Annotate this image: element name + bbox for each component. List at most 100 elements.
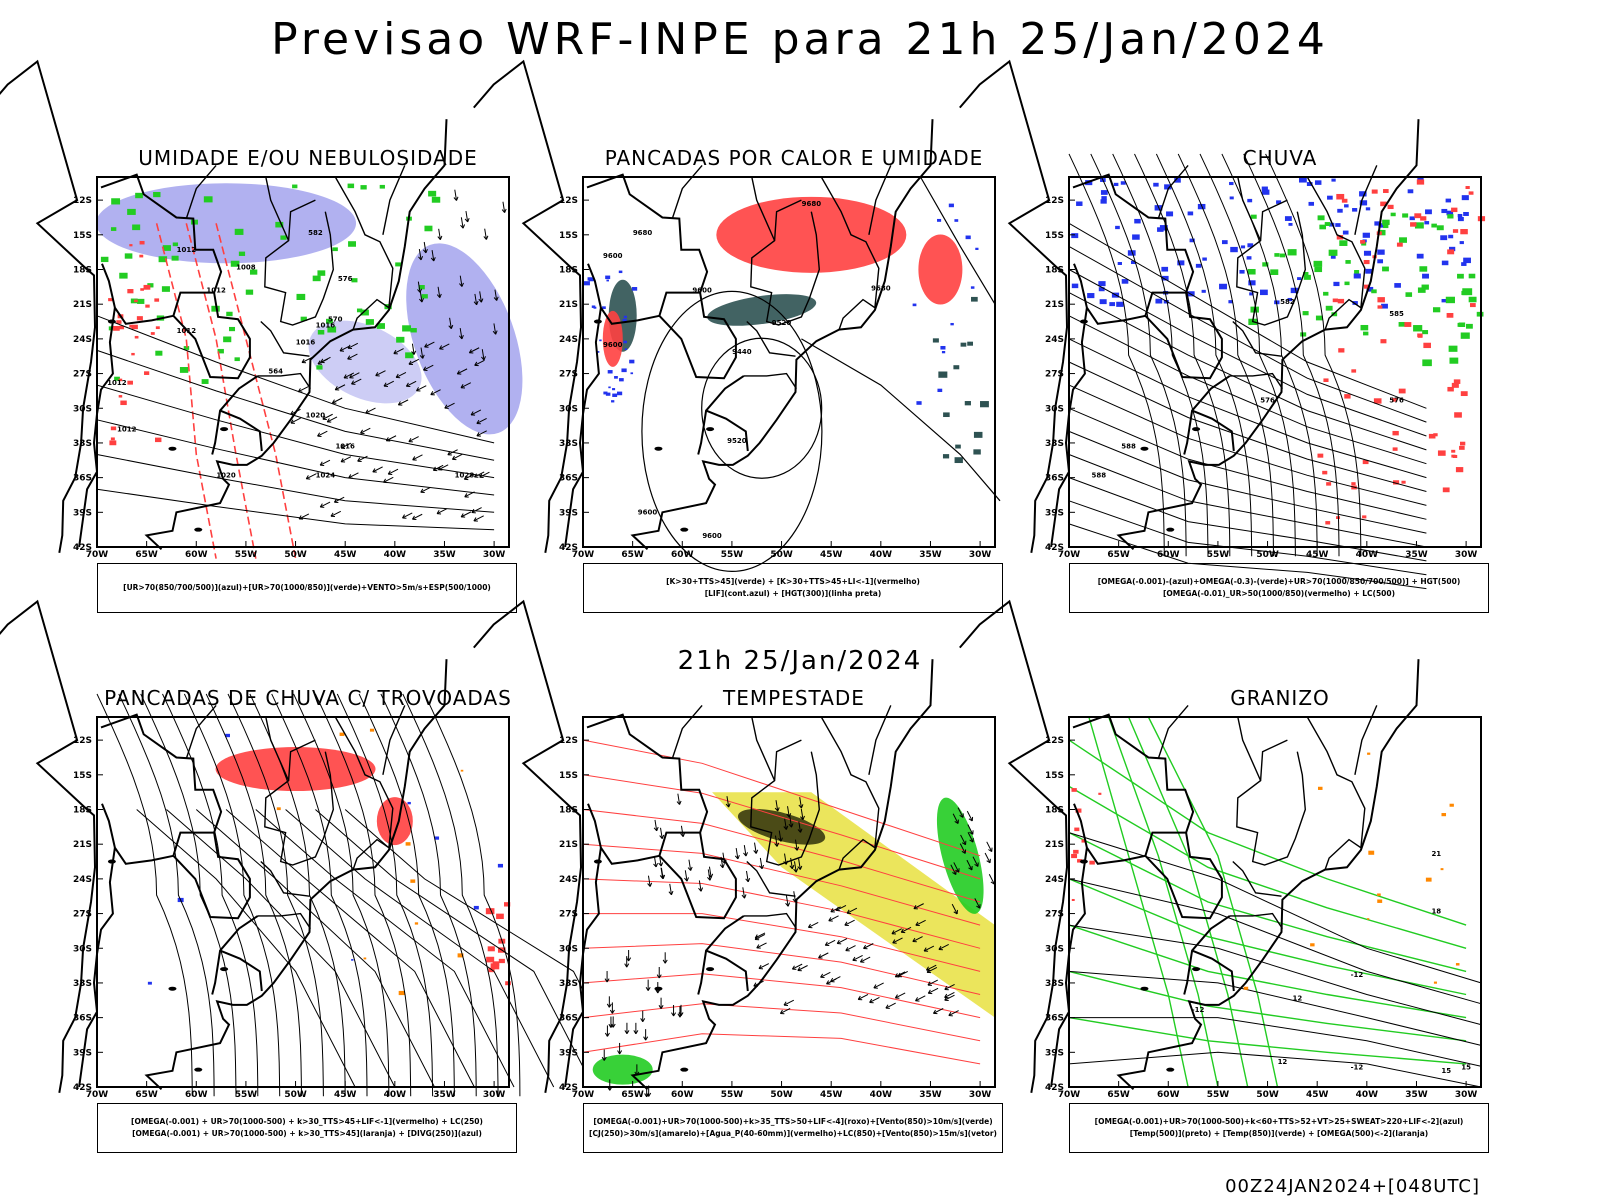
wind-vector-head (326, 418, 332, 423)
wind-vector (913, 903, 924, 910)
omega-green-area (1345, 260, 1351, 264)
lif-blue-contour (605, 392, 611, 396)
omega-blue-area (1229, 181, 1234, 186)
contour-label: 9600 (638, 509, 658, 517)
wind-vector-head (719, 863, 725, 869)
lon-label: 70W (572, 1090, 595, 1100)
omega-green-area (1402, 213, 1409, 218)
precip-red-patch (1351, 369, 1357, 373)
wind-vector (502, 201, 506, 213)
wind-vector-head (424, 343, 429, 348)
wind-vector (460, 217, 464, 229)
wind-vector (792, 963, 803, 970)
streamline (195, 809, 435, 1088)
wind-vector (476, 430, 487, 437)
state-border (78, 847, 116, 1088)
omega-blue-area (1153, 182, 1159, 187)
wind-vector (793, 861, 797, 873)
wind-vector (459, 327, 463, 339)
lat-label: 36S (559, 1014, 578, 1024)
wind-vector (966, 859, 973, 871)
wind-vector-head (789, 864, 795, 870)
wind-vector-head (437, 466, 443, 471)
omega-green-area (1417, 287, 1426, 293)
temp500-contour (1068, 878, 1482, 1005)
wind-vector-head (938, 945, 943, 951)
wind-vector (928, 987, 939, 994)
state-border (1237, 716, 1262, 781)
omega500-orange-patch (1455, 963, 1460, 966)
lon-label: 70W (1058, 550, 1081, 560)
wind-vector-head (684, 877, 689, 882)
hgt500-contour (1068, 361, 1427, 492)
omega-blue-area (1109, 302, 1116, 307)
lat-label: 30S (1045, 404, 1064, 414)
wind-vector (406, 380, 417, 387)
omega-blue-area (1416, 253, 1424, 259)
wind-vector (348, 472, 359, 479)
lif-blue-contour (621, 368, 627, 373)
lat-label: 42S (1045, 543, 1064, 553)
omega500-orange-patch (1377, 893, 1381, 896)
lon-label: 35W (919, 550, 942, 560)
omega-blue-area (1249, 292, 1254, 296)
lake-marker (220, 427, 229, 432)
contour-label: 1016 (316, 321, 336, 329)
precip-red-patch (108, 298, 113, 302)
omega-green-area (1458, 322, 1466, 328)
state-border (658, 292, 737, 380)
wind-vector-head (473, 473, 479, 478)
wind-vector (395, 371, 407, 378)
wind-vector-head (305, 475, 311, 480)
wind-vector (785, 895, 789, 907)
omega-green-area (1460, 332, 1470, 339)
wind-vector (460, 382, 472, 389)
wind-vector-head (330, 512, 336, 518)
lat-label: 24S (73, 875, 92, 885)
rh-green-patch (347, 183, 355, 189)
omega-blue-area (1132, 234, 1140, 240)
wind-vector-head (617, 1050, 623, 1055)
hgt500-contour (1068, 477, 1427, 562)
omega-green-area (1413, 325, 1423, 332)
rh-green-patch (316, 365, 323, 370)
lon-label: 70W (572, 550, 595, 560)
omega-green-area (1371, 289, 1377, 294)
lon-label: 50W (284, 550, 307, 560)
wind-vector (800, 808, 804, 820)
wind-vector (476, 418, 487, 424)
lat-label: 12S (559, 736, 578, 746)
wind-vector (319, 459, 331, 466)
wind-vector (952, 813, 959, 824)
omega-green-area (1382, 266, 1389, 272)
wind-vector-head (606, 1003, 612, 1008)
instability-teal-patch (942, 454, 950, 459)
precip-red-patch (1351, 482, 1356, 486)
lat-label: 18S (73, 266, 92, 276)
wind-vector-head (948, 1011, 953, 1017)
contour-label: -12 (1192, 1006, 1205, 1014)
streamline (162, 693, 259, 1097)
omega-green-area (1432, 307, 1441, 313)
wind-vector (438, 228, 441, 240)
omega-green-area (1363, 331, 1369, 336)
lat-label: 15S (1045, 231, 1064, 241)
thunderstorm-red-area (215, 747, 376, 792)
omega500-orange-patch (1433, 981, 1437, 984)
omega-green-area (1419, 266, 1428, 272)
wind-vector-head (678, 1012, 684, 1017)
wind-vector-head (348, 474, 353, 479)
lake-marker (220, 967, 229, 972)
omega500-orange-patch (1366, 918, 1370, 920)
rh-green-patch (249, 269, 258, 275)
omega-green-area (1315, 315, 1323, 321)
state-border (1144, 832, 1223, 920)
state-border (751, 716, 776, 781)
wind-vector (780, 1008, 791, 1014)
omega500-orange-patch (1368, 850, 1375, 855)
wind-vector (818, 952, 829, 959)
streamline (183, 693, 281, 1097)
omega-blue-area (1071, 283, 1079, 289)
omega-blue-area (1201, 289, 1206, 293)
map-umidade: 1012 1008 1012 1016 1016 1012 1020 1016 1024 1028… (0, 59, 523, 560)
